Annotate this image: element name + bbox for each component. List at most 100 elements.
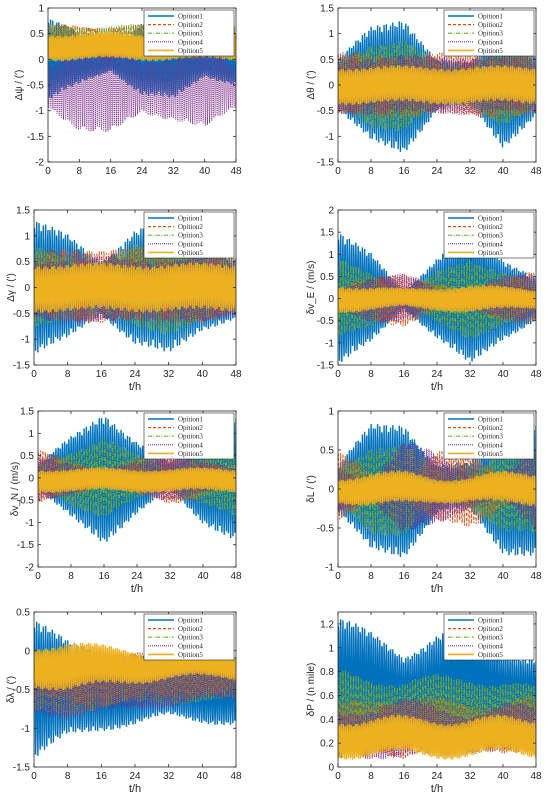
legend-label: Opition5 bbox=[178, 47, 203, 55]
y-tick-label: 0 bbox=[28, 473, 34, 484]
legend-label: Opition2 bbox=[178, 424, 203, 432]
x-tick-label: 32 bbox=[163, 771, 175, 782]
legend-label: Opition2 bbox=[178, 223, 203, 231]
x-tick-label: 40 bbox=[497, 771, 509, 782]
y-tick-label: -0.5 bbox=[13, 685, 31, 696]
x-axis-label: t/h bbox=[431, 583, 443, 595]
x-tick-label: 24 bbox=[129, 771, 141, 782]
x-tick-label: 16 bbox=[105, 166, 117, 177]
x-tick-label: 0 bbox=[335, 771, 341, 782]
x-axis-label: t/h bbox=[131, 583, 143, 595]
x-tick-label: 24 bbox=[136, 166, 148, 177]
y-tick-label: 1 bbox=[38, 4, 44, 15]
legend-label: Opition4 bbox=[478, 38, 503, 46]
x-tick-label: 0 bbox=[335, 369, 341, 380]
x-tick-label: 24 bbox=[129, 369, 141, 380]
x-tick-label: 48 bbox=[530, 369, 542, 380]
x-axis-label: t/h bbox=[431, 783, 443, 795]
series-line-opition5 bbox=[338, 64, 536, 105]
series-line-opition5 bbox=[338, 285, 536, 314]
x-tick-label: 32 bbox=[464, 166, 476, 177]
y-tick-label: 1 bbox=[28, 429, 34, 440]
y-tick-label: 0.6 bbox=[320, 691, 334, 702]
x-tick-label: 8 bbox=[65, 771, 71, 782]
x-tick-label: 40 bbox=[197, 369, 209, 380]
y-tick-label: -0.5 bbox=[317, 524, 335, 535]
y-tick-label: -1.5 bbox=[13, 763, 31, 774]
x-tick-label: 24 bbox=[431, 369, 443, 380]
y-tick-label: -1.5 bbox=[13, 361, 31, 372]
x-tick-label: 40 bbox=[497, 166, 509, 177]
x-tick-label: 8 bbox=[368, 166, 374, 177]
y-tick-label: 1 bbox=[328, 250, 334, 261]
series-line-opition4 bbox=[338, 54, 536, 116]
x-tick-label: 32 bbox=[464, 771, 476, 782]
y-tick-label: 0 bbox=[328, 763, 334, 774]
y-tick-label: 0 bbox=[328, 81, 334, 92]
legend-label: Opition3 bbox=[478, 232, 503, 240]
y-tick-label: 1 bbox=[328, 643, 334, 654]
x-tick-label: 16 bbox=[398, 166, 410, 177]
legend-label: Opition1 bbox=[478, 617, 503, 625]
legend-label: Opition2 bbox=[178, 625, 203, 633]
x-tick-label: 24 bbox=[431, 166, 443, 177]
y-tick-label: -1 bbox=[325, 132, 334, 143]
x-tick-label: 40 bbox=[197, 571, 209, 582]
y-tick-label: -1 bbox=[21, 335, 30, 346]
x-tick-label: 24 bbox=[131, 571, 143, 582]
y-tick-label: 0.5 bbox=[320, 272, 334, 283]
legend-label: Opition4 bbox=[178, 240, 203, 248]
legend-label: Opition5 bbox=[478, 450, 503, 458]
x-tick-label: 16 bbox=[98, 571, 110, 582]
chart-panel-3: 0 8 16 24 32 40 48 -1.5 -1 -0.5 0 0.5 1 1.5 t/h Δγ / (′… bbox=[6, 206, 242, 394]
y-tick-label: 0 bbox=[328, 485, 334, 496]
y-axis-label: δv_E / (m/s) bbox=[306, 261, 317, 315]
legend-label: Opition5 bbox=[478, 651, 503, 659]
y-tick-label: -2 bbox=[35, 158, 44, 169]
y-tick-label: -1 bbox=[35, 106, 44, 117]
series-line-opition2 bbox=[34, 652, 236, 708]
legend-label: Opition3 bbox=[478, 30, 503, 38]
x-tick-label: 32 bbox=[464, 369, 476, 380]
x-tick-label: 48 bbox=[230, 771, 242, 782]
x-tick-label: 32 bbox=[163, 369, 175, 380]
y-tick-label: -1.5 bbox=[27, 132, 45, 143]
legend-label: Opition1 bbox=[478, 215, 503, 223]
y-tick-label: 0 bbox=[38, 55, 44, 66]
y-tick-label: -0.5 bbox=[317, 106, 335, 117]
x-tick-label: 48 bbox=[530, 166, 542, 177]
y-tick-label: 2 bbox=[328, 206, 334, 217]
x-tick-label: 8 bbox=[68, 571, 74, 582]
legend-box bbox=[143, 211, 235, 259]
legend-label: Opition4 bbox=[178, 38, 203, 46]
legend-label: Opition4 bbox=[478, 240, 503, 248]
legend-label: Opition4 bbox=[178, 441, 203, 449]
x-tick-label: 16 bbox=[96, 771, 108, 782]
y-tick-label: -0.5 bbox=[27, 81, 45, 92]
x-tick-label: 16 bbox=[398, 571, 410, 582]
legend-label: Opition3 bbox=[178, 634, 203, 642]
series-line-opition5 bbox=[34, 262, 236, 313]
legend-label: Opition5 bbox=[178, 651, 203, 659]
y-tick-label: 1 bbox=[328, 407, 334, 418]
y-tick-label: 0.2 bbox=[320, 739, 334, 750]
y-tick-label: 0.5 bbox=[16, 608, 30, 619]
chart-panel-2: 0 8 16 24 32 40 48 -1.5 -1 -0.5 0 0.5 1 1.5 Δθ / (′) Op… bbox=[306, 4, 542, 178]
series-line-opition5 bbox=[338, 714, 536, 760]
x-tick-label: 8 bbox=[65, 369, 71, 380]
y-tick-label: 0.8 bbox=[320, 667, 334, 678]
y-tick-label: -2 bbox=[25, 563, 34, 574]
x-axis-label: t/h bbox=[431, 381, 443, 393]
y-tick-label: 0 bbox=[24, 646, 30, 657]
x-tick-label: 40 bbox=[197, 771, 209, 782]
y-tick-label: 0 bbox=[328, 294, 334, 305]
legend-label: Opition1 bbox=[178, 617, 203, 625]
chart-panel-5: 0 8 16 24 32 40 48 -2 -1.5 -1 -0.5 0 0.5 1 1.5 t/h δv_N … bbox=[10, 407, 242, 596]
x-tick-label: 16 bbox=[96, 369, 108, 380]
x-tick-label: 48 bbox=[530, 571, 542, 582]
x-tick-label: 40 bbox=[497, 369, 509, 380]
